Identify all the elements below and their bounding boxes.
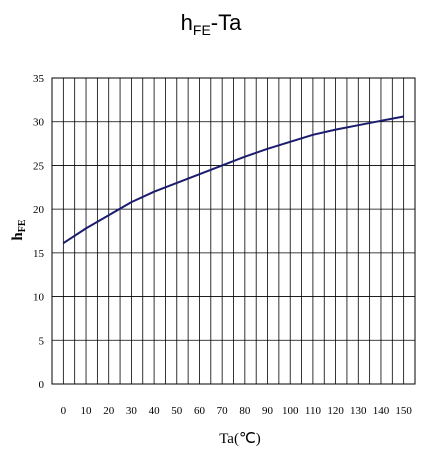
x-axis-label: Ta(℃) xyxy=(219,431,261,447)
x-tick-label: 30 xyxy=(126,405,138,417)
y-tick-label: 15 xyxy=(33,248,45,260)
title-main: h xyxy=(181,10,193,35)
y-tick-label: 0 xyxy=(39,379,45,391)
ylabel-subscript: FE xyxy=(17,219,28,232)
x-tick-label: 20 xyxy=(103,405,115,417)
x-tick-label: 130 xyxy=(350,405,367,417)
x-tick-label: 100 xyxy=(282,405,299,417)
x-tick-label: 10 xyxy=(81,405,93,417)
y-tick-label: 35 xyxy=(33,73,45,85)
x-tick-label: 60 xyxy=(194,405,206,417)
x-tick-label: 110 xyxy=(305,405,322,417)
y-tick-label: 30 xyxy=(33,117,45,129)
chart-title: hFE-Ta xyxy=(181,10,242,38)
x-tick-label: 80 xyxy=(239,405,251,417)
x-tick-label: 140 xyxy=(373,405,390,417)
x-tick-label: 120 xyxy=(327,405,344,417)
y-tick-label: 25 xyxy=(33,160,45,172)
x-tick-label: 90 xyxy=(262,405,274,417)
x-tick-labels: 0 10 20 30 40 50 60 70 80 90 100 110 120 130 140 150 xyxy=(61,405,413,417)
x-tick-label: 50 xyxy=(171,405,183,417)
title-subscript: FE xyxy=(193,22,211,38)
x-tick-label: 0 xyxy=(61,405,67,417)
series-layer xyxy=(62,115,404,245)
x-tick-label: 40 xyxy=(149,405,161,417)
plot-grid xyxy=(51,77,416,385)
ylabel-main: h xyxy=(10,232,26,241)
series-line xyxy=(62,115,404,245)
y-tick-label: 20 xyxy=(33,204,45,216)
title-suffix: -Ta xyxy=(211,10,242,35)
y-axis-label: hFE xyxy=(10,219,28,240)
y-tick-label: 5 xyxy=(39,335,45,347)
x-tick-label: 150 xyxy=(395,405,412,417)
y-tick-label: 10 xyxy=(33,292,45,304)
x-tick-label: 70 xyxy=(217,405,229,417)
y-tick-labels: 0 5 10 15 20 25 30 35 xyxy=(33,73,45,391)
